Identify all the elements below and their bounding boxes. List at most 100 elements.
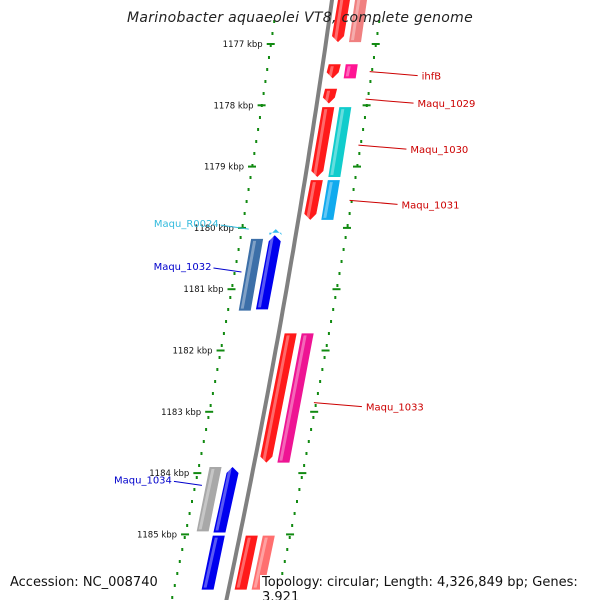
gene-feature-f6[interactable] <box>311 107 335 178</box>
scale-dot-left <box>255 140 258 143</box>
scale-dot-left <box>237 248 240 251</box>
gene-feature-f3[interactable] <box>326 64 341 79</box>
scale-dot-left <box>202 440 205 443</box>
gene-feature-shine <box>323 182 333 218</box>
scale-dot-right <box>346 224 349 227</box>
scale-dot-left <box>239 236 242 239</box>
scale-dot-left <box>266 68 269 71</box>
gene-label-maqu-r0024[interactable]: Maqu_R0024 <box>154 219 219 230</box>
tick-label: 1177 kbp <box>223 40 263 50</box>
scale-dot-right <box>334 296 337 299</box>
gene-feature-shine <box>262 335 290 461</box>
scale-dot-left <box>251 164 254 167</box>
scale-dot-right <box>362 128 365 131</box>
gene-label-maqu-1031[interactable]: Maqu_1031 <box>402 200 460 211</box>
gene-feature-shine <box>198 468 215 530</box>
gene-feature-f15[interactable] <box>213 466 239 533</box>
gene-feature-f7[interactable] <box>328 107 352 178</box>
scale-dot-right <box>319 380 322 383</box>
gene-feature-f5[interactable] <box>322 88 338 104</box>
tick-label: 1185 kbp <box>137 530 177 540</box>
gene-feature-shine <box>203 537 218 588</box>
gene-feature-shine <box>253 537 268 588</box>
gene-label-maqu-1030[interactable]: Maqu_1030 <box>410 145 468 156</box>
gene-feature-f10[interactable] <box>269 229 282 236</box>
gene-feature-shine <box>333 0 344 41</box>
scale-dot-right <box>358 152 361 155</box>
label-leader-line <box>213 267 242 273</box>
gene-feature-f1[interactable] <box>331 0 350 43</box>
scale-dot-right <box>332 308 335 311</box>
scale-dot-right <box>305 452 308 455</box>
genome-backbone <box>224 0 335 600</box>
scale-dot-left <box>249 176 252 179</box>
gene-feature-shine <box>350 0 361 41</box>
scale-dot-left <box>231 284 234 287</box>
label-leader-line <box>313 402 362 408</box>
scale-dot-right <box>300 476 303 479</box>
scale-dot-left <box>241 224 244 227</box>
scale-dot-left <box>227 308 230 311</box>
scale-dot-left <box>225 320 228 323</box>
gene-feature-f12[interactable] <box>238 238 264 311</box>
gene-feature-f8[interactable] <box>304 180 323 220</box>
scale-dot-right <box>325 344 328 347</box>
gene-label-maqu-1033[interactable]: Maqu_1033 <box>366 403 424 414</box>
scale-dot-right <box>342 248 345 251</box>
scale-dot-left <box>178 560 181 563</box>
scale-dot-right <box>314 404 317 407</box>
scale-dot-left <box>193 488 196 491</box>
scale-dot-right <box>344 236 347 239</box>
scale-dot-right <box>316 392 319 395</box>
scale-dot-left <box>205 428 208 431</box>
scale-dot-right <box>360 140 363 143</box>
gene-feature-shine <box>257 237 274 308</box>
scale-dot-left <box>271 32 274 35</box>
gene-feature-f4[interactable] <box>343 64 358 79</box>
scale-dot-right <box>293 512 296 515</box>
gene-label-maqu-1034[interactable]: Maqu_1034 <box>114 475 172 486</box>
gene-feature-shine <box>240 240 257 309</box>
scale-dot-left <box>183 536 186 539</box>
scale-dot-left <box>211 392 214 395</box>
scale-dot-right <box>378 20 381 23</box>
gene-label-ihfb[interactable]: ihfB <box>422 72 442 83</box>
scale-dot-left <box>200 452 203 455</box>
scale-dot-left <box>195 476 198 479</box>
gene-feature-f16[interactable] <box>196 466 222 532</box>
scale-dot-right <box>338 272 341 275</box>
scale-dot-left <box>267 56 270 59</box>
gene-feature-shine <box>328 66 334 77</box>
gene-feature-shine <box>345 66 351 77</box>
scale-dot-left <box>233 272 236 275</box>
gene-feature-f11[interactable] <box>255 235 281 310</box>
gene-label-maqu-1029[interactable]: Maqu_1029 <box>418 99 476 110</box>
scale-dot-right <box>296 500 298 503</box>
gene-feature-f2[interactable] <box>348 0 367 43</box>
gene-feature-shine <box>279 335 307 461</box>
gene-feature-f14[interactable] <box>277 333 314 463</box>
scale-dot-right <box>350 200 353 203</box>
scale-dot-left <box>247 188 250 191</box>
gene-feature-f9[interactable] <box>321 180 340 220</box>
scale-dot-left <box>198 464 201 467</box>
scale-dot-right <box>281 572 284 575</box>
gene-feature-f19[interactable] <box>201 535 225 590</box>
tick-label: 1184 kbp <box>149 469 189 479</box>
scale-dot-left <box>262 92 265 95</box>
scale-dot-left <box>181 548 184 551</box>
scale-dot-right <box>310 428 313 431</box>
scale-dot-left <box>188 512 191 515</box>
scale-dot-right <box>376 32 379 35</box>
gene-feature-shine <box>324 90 331 102</box>
gene-feature-f17[interactable] <box>234 535 258 590</box>
scale-dot-left <box>258 116 261 119</box>
gene-feature-f18[interactable] <box>251 535 275 590</box>
scale-dot-left <box>209 404 212 407</box>
gene-label-maqu-1032[interactable]: Maqu_1032 <box>154 262 212 273</box>
gene-feature-f13[interactable] <box>260 333 297 463</box>
scale-dot-right <box>356 164 359 167</box>
accession-text: Accession: NC_008740 <box>8 575 160 590</box>
scale-dot-left <box>264 80 267 83</box>
